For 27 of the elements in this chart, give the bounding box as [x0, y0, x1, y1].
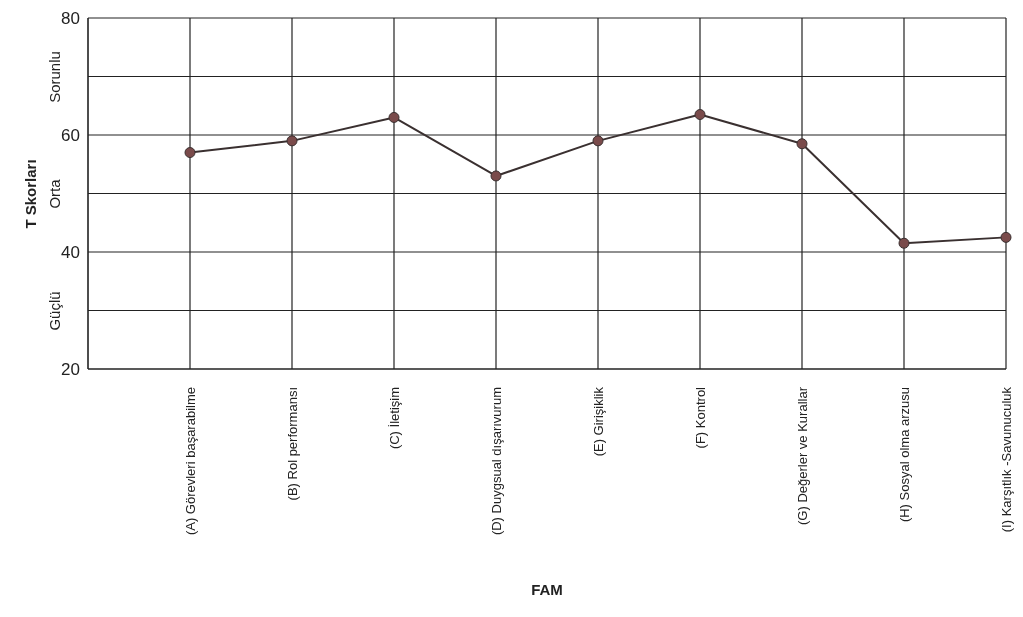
x-tick-label: (C) İletişim — [386, 387, 402, 450]
point — [184, 147, 196, 159]
y-tick-label: 40 — [61, 243, 80, 263]
x-axis-title: FAM — [531, 581, 563, 598]
y-axis-title: T Skorları — [21, 158, 39, 229]
point — [592, 135, 604, 147]
point — [490, 170, 502, 182]
text: Orta — [45, 178, 63, 209]
text: Sorunlu — [45, 50, 63, 103]
x-tick-label: (I) Karşıtlık -Savunuculuk — [998, 386, 1014, 533]
point — [796, 138, 808, 150]
x-tick-label: (A) Görevleri başarabilme — [182, 387, 198, 536]
point — [1000, 231, 1012, 243]
y-tick-label: 60 — [61, 126, 80, 146]
point — [286, 135, 298, 147]
text: Güçlü — [45, 290, 63, 331]
point — [388, 111, 400, 123]
y-tick-label: 80 — [61, 9, 80, 29]
point — [694, 109, 706, 121]
x-tick-label: (F) Kontrol — [692, 386, 708, 449]
x-tick-label: (B) Rol performansı — [284, 387, 300, 501]
x-tick-label: (H) Sosyal olma arzusu — [896, 387, 912, 523]
x-tick-label: (D) Duygsual dışarıvurum — [488, 387, 504, 536]
x-tick-label: (G) Değerler ve Kurallar — [794, 386, 810, 525]
y-tick-label: 20 — [61, 360, 80, 380]
x-tick-label: (E) Girişiklik — [590, 386, 606, 457]
point — [898, 237, 910, 249]
